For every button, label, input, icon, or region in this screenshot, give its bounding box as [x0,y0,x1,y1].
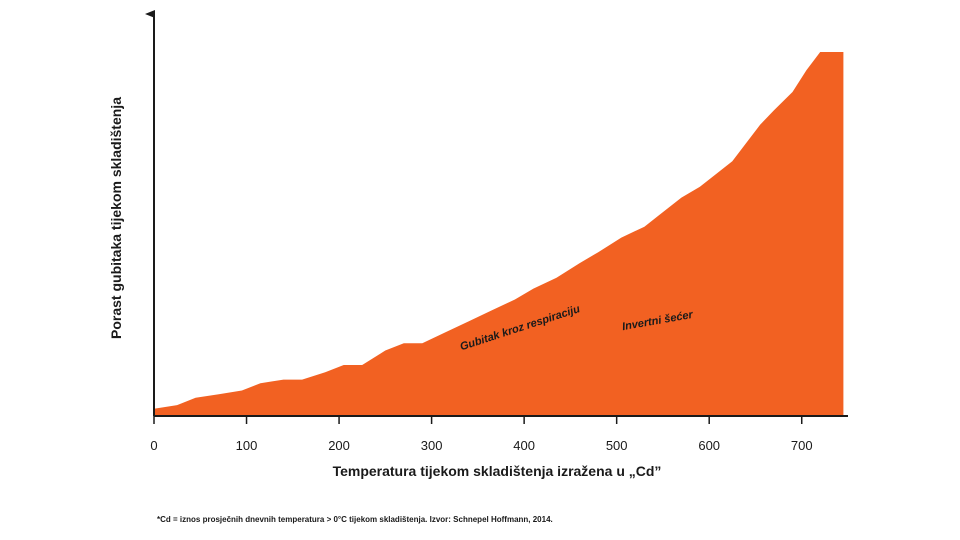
x-tick-label-300: 300 [421,438,443,453]
plot-area [154,52,844,416]
axes [145,10,848,417]
x-tick-label-700: 700 [791,438,813,453]
y-axis-title: Porast gubitaka tijekom skladištenja [108,97,124,339]
x-tick-label-100: 100 [236,438,258,453]
x-tick-label-200: 200 [328,438,350,453]
x-tick-label-600: 600 [698,438,720,453]
x-axis-title: Temperatura tijekom skladištenja izražen… [333,463,662,479]
x-tick-label-500: 500 [606,438,628,453]
x-tick-label-0: 0 [150,438,157,453]
footnote: *Cd = iznos prosječnih dnevnih temperatu… [157,515,553,524]
x-axis-ticks: 0 100 200 300 400 500 600 700 [150,416,813,453]
area-series-0 [154,52,844,416]
x-tick-label-400: 400 [513,438,535,453]
